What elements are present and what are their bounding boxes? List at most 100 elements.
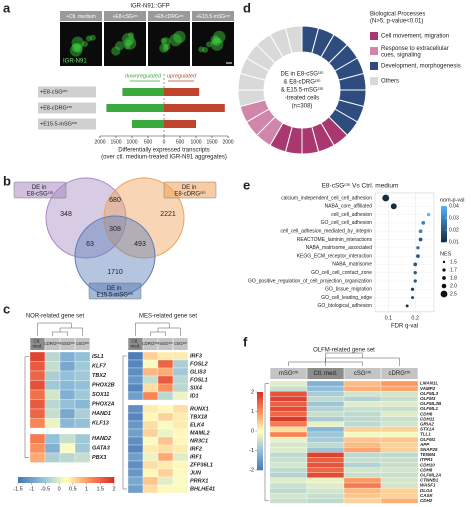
heatmap-cell (142, 391, 159, 401)
colorbar-step (99, 477, 103, 483)
term-label: GO_tissue_migration (325, 287, 372, 293)
heatmap-cell (142, 436, 159, 446)
gfp-signal (73, 43, 83, 53)
heatmap-cell (380, 411, 419, 417)
colorbar-step (257, 444, 263, 447)
gfp-signal (173, 30, 186, 44)
image-title: IGR-N91::GFP (130, 4, 169, 10)
legend-label: Cell movement, migration (381, 34, 449, 40)
colorbar-step (257, 432, 263, 436)
heatmap-cell (127, 476, 144, 486)
region-count: 348 (60, 211, 72, 218)
size-legend-title: NES (440, 251, 452, 257)
heatmap-cell (44, 433, 61, 444)
heatmap-cell (157, 375, 174, 385)
color-legend-step (441, 225, 447, 228)
legend-swatch (370, 47, 378, 55)
heatmap-cell (74, 443, 91, 454)
set-label: DE in E15.5-mSGᶜᵐ (97, 285, 134, 298)
heatmap-cell (59, 408, 76, 419)
heatmap-cell (74, 399, 91, 410)
gfp-signal (89, 34, 96, 41)
heatmap-cell (380, 416, 419, 422)
column-header-box (344, 368, 381, 379)
column-header: mSGᶜᵐ (279, 371, 299, 377)
heatmap-cell (380, 401, 419, 407)
heatmap-cell (380, 462, 419, 468)
colorbar-step (257, 401, 263, 404)
colorbar-label: 1 (251, 409, 254, 415)
colorbar-label: 0 (58, 486, 61, 492)
heatmap-cell (142, 359, 159, 369)
heatmap-cell (343, 493, 382, 499)
color-legend-title: nom-p-val (440, 197, 464, 203)
heatmap-cell (380, 482, 419, 489)
heatmap-cell (306, 396, 345, 402)
column-header: cSGᶜᵐ (354, 371, 372, 377)
heatmap-cell (142, 351, 159, 361)
gene-label: TENM4 (420, 452, 436, 457)
heatmap-cell (127, 452, 144, 462)
center-text: & E8-cDRGᶜᵐ (284, 80, 321, 86)
color-legend-label: 0.01 (449, 239, 459, 245)
x-tick-label: 500 (176, 139, 185, 145)
heatmap-cell (269, 406, 308, 412)
x-tick-label: 500 (144, 139, 153, 145)
colorbar-step (257, 452, 263, 455)
category-box (38, 86, 96, 98)
heatmap-cell (269, 436, 308, 443)
color-legend-step (441, 236, 447, 239)
colorbar-step (257, 413, 263, 416)
size-legend-label: 1.8 (450, 275, 457, 281)
colorbar-step (25, 477, 28, 483)
heatmap-cell (269, 493, 308, 499)
heatmap-cell (142, 444, 159, 454)
heatmap-cell (343, 406, 382, 412)
colorbar-step (20, 477, 24, 483)
colorbar-step (66, 477, 69, 483)
heatmap-cell (380, 457, 419, 463)
column-header-box (173, 338, 188, 350)
point (426, 212, 431, 217)
legend-swatch (370, 77, 378, 85)
bar (122, 88, 164, 96)
heatmap-cell (142, 484, 159, 494)
image-header-box (104, 11, 146, 21)
size-legend-dot (442, 268, 446, 272)
size-legend-dot (440, 290, 448, 298)
point (411, 296, 414, 300)
heatmap-cell (157, 484, 174, 494)
heatmap-cell (306, 436, 345, 443)
gfp-signal (71, 42, 81, 53)
panel-letter: a (3, 0, 11, 15)
heatmap-cell (74, 433, 91, 444)
heatmap-cell (269, 385, 308, 392)
colorbar-step (18, 477, 21, 483)
gene-label: ITPR1 (420, 457, 433, 462)
colorbar-step (51, 477, 55, 483)
heatmap-cell (74, 351, 91, 362)
color-legend-step (441, 227, 447, 230)
colorbar-step (257, 464, 263, 467)
point (390, 203, 397, 210)
colorbar-step (111, 477, 115, 483)
heatmap-cell (29, 418, 46, 429)
gfp-signal (213, 30, 226, 44)
heatmap-cell (269, 482, 308, 489)
x-tick-label: 1500 (110, 139, 121, 145)
heatmap-cell (343, 380, 382, 387)
region-count: 1710 (107, 269, 123, 276)
colorbar-step (61, 477, 64, 483)
gene-label: CDH10 (420, 462, 435, 467)
micrograph (192, 22, 234, 66)
heatmap-cell (306, 431, 345, 438)
gfp-signal (202, 46, 209, 53)
heatmap-cell (269, 416, 308, 422)
heatmap-cell (29, 361, 46, 372)
color-legend-step (441, 238, 447, 241)
heatmap-cell (269, 452, 308, 458)
colorbar-step (34, 477, 38, 483)
heatmap-cell (29, 408, 46, 419)
gfp-signal (198, 46, 205, 53)
image-header: +E8-cDRGᶜᵐ (155, 14, 184, 20)
